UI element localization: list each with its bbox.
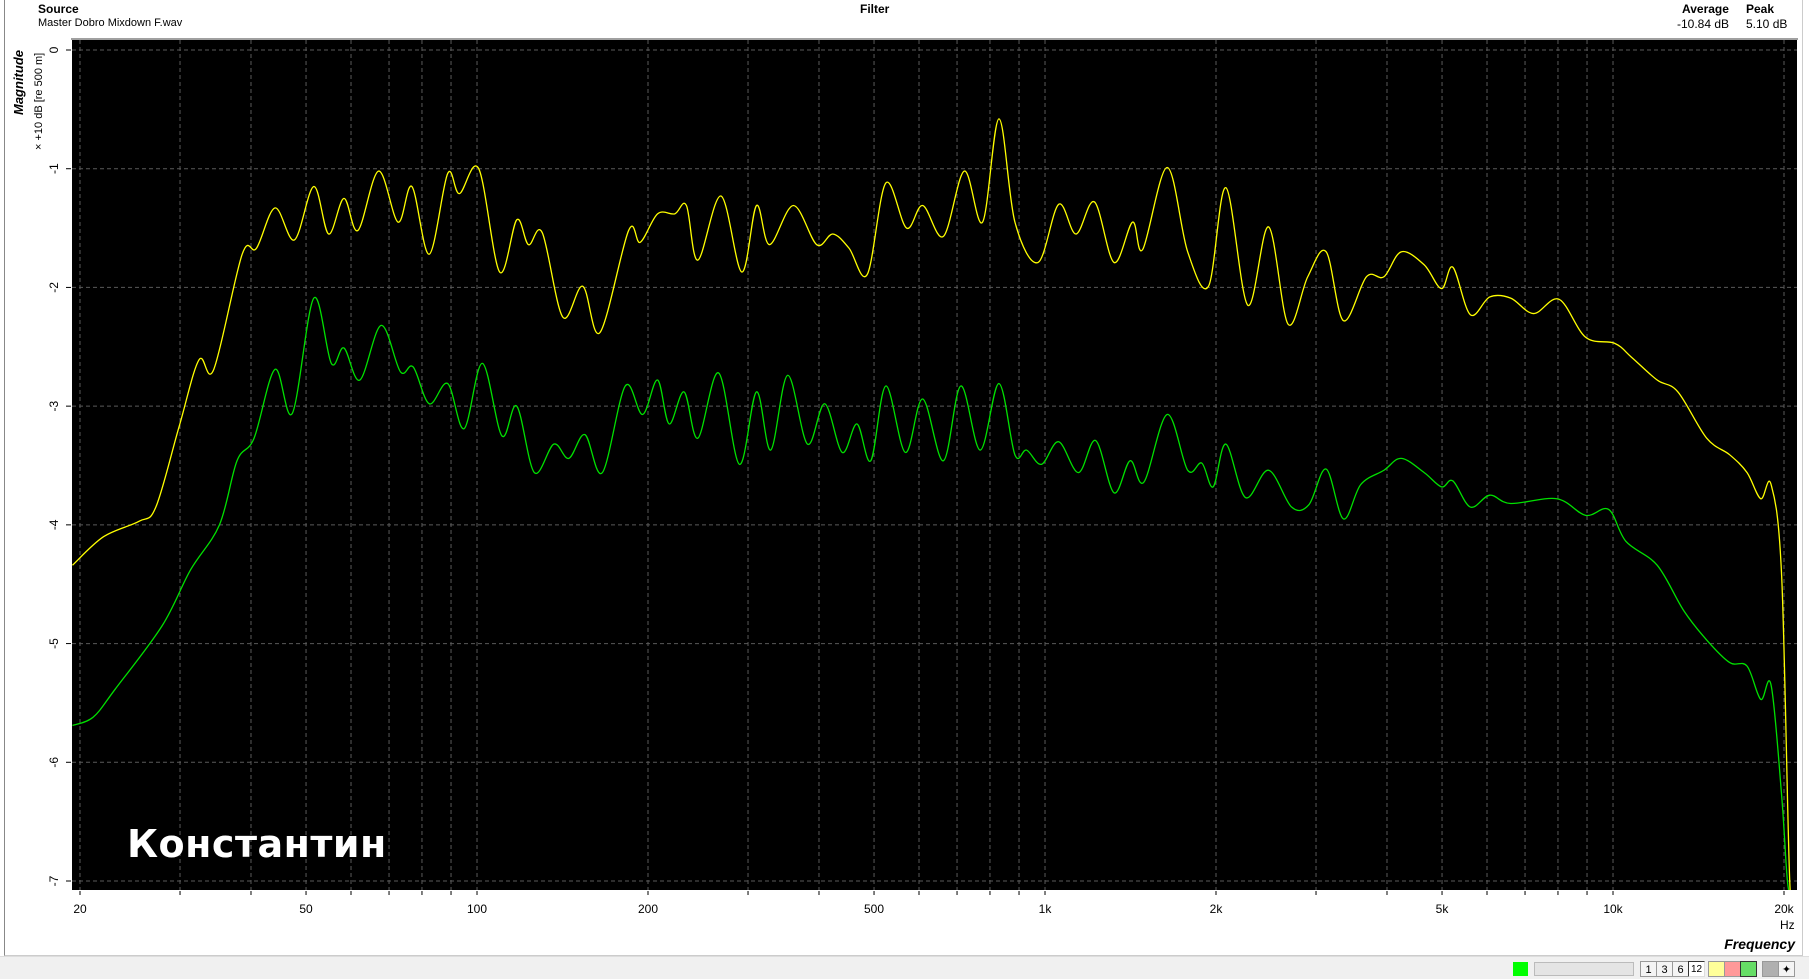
y-ticks: 0 -1 -2 -3 -4 -5 -6 -7: [47, 46, 71, 886]
analyzer-window: [4, 0, 1803, 956]
x-tick-label: 100: [466, 902, 488, 916]
average-label: Average: [1682, 2, 1729, 16]
grid: [72, 40, 1797, 895]
plot-top-border: [71, 38, 1798, 40]
y-tick-label: -2: [47, 282, 61, 293]
filter-label: Filter: [860, 2, 890, 16]
source-label: Source: [38, 2, 79, 16]
series-line-green: [72, 297, 1790, 890]
y-tick-label: 0: [47, 46, 61, 53]
x-tick-label: 50: [299, 902, 313, 916]
x-axis-unit: Hz: [1780, 918, 1795, 932]
y-tick-label: -4: [47, 519, 61, 530]
x-tick-label: 2k: [1209, 902, 1223, 916]
status-indicator: [1513, 962, 1528, 976]
y-tick-label: -6: [47, 757, 61, 768]
series-group: [72, 118, 1791, 890]
x-axis-title: Frequency: [1724, 936, 1795, 952]
progress-bar: [1534, 962, 1634, 976]
color-green-button[interactable]: [1740, 961, 1757, 977]
frequency-response-chart: 0 -1 -2 -3 -4 -5 -6 -7: [47, 38, 1798, 895]
x-tick-label: 200: [637, 902, 659, 916]
x-tick-label: 1k: [1038, 902, 1052, 916]
peak-value: 5.10 dB: [1746, 17, 1788, 31]
average-value: -10.84 dB: [1677, 17, 1730, 31]
color-red-button[interactable]: [1724, 961, 1741, 977]
move-button[interactable]: ✦: [1778, 961, 1795, 977]
x-tick-label: 5k: [1435, 902, 1449, 916]
y-tick-label: -1: [47, 163, 61, 174]
color-gray-button[interactable]: [1762, 961, 1779, 977]
y-tick-label: -5: [47, 638, 61, 649]
y-tick-label: -3: [47, 400, 61, 411]
status-bar: 1 3 6 12 ✦: [0, 956, 1809, 979]
watermark-text: Константин: [127, 822, 387, 866]
x-tick-label: 20: [73, 902, 87, 916]
smoothing-1-button[interactable]: 1: [1640, 961, 1657, 977]
color-yellow-button[interactable]: [1708, 961, 1725, 977]
peak-label: Peak: [1746, 2, 1775, 16]
smoothing-12-button[interactable]: 12: [1688, 961, 1705, 977]
x-tick-label: 500: [864, 902, 885, 916]
smoothing-6-button[interactable]: 6: [1672, 961, 1689, 977]
source-file: Master Dobro Mixdown F.wav: [38, 17, 183, 29]
x-tick-label: 20k: [1774, 902, 1794, 916]
series-line-yellow: [72, 118, 1791, 890]
x-tick-label: 10k: [1603, 902, 1623, 916]
smoothing-3-button[interactable]: 3: [1656, 961, 1673, 977]
y-tick-label: -7: [47, 875, 61, 886]
move-icon: ✦: [1781, 964, 1792, 976]
plot-area: [72, 40, 1797, 890]
